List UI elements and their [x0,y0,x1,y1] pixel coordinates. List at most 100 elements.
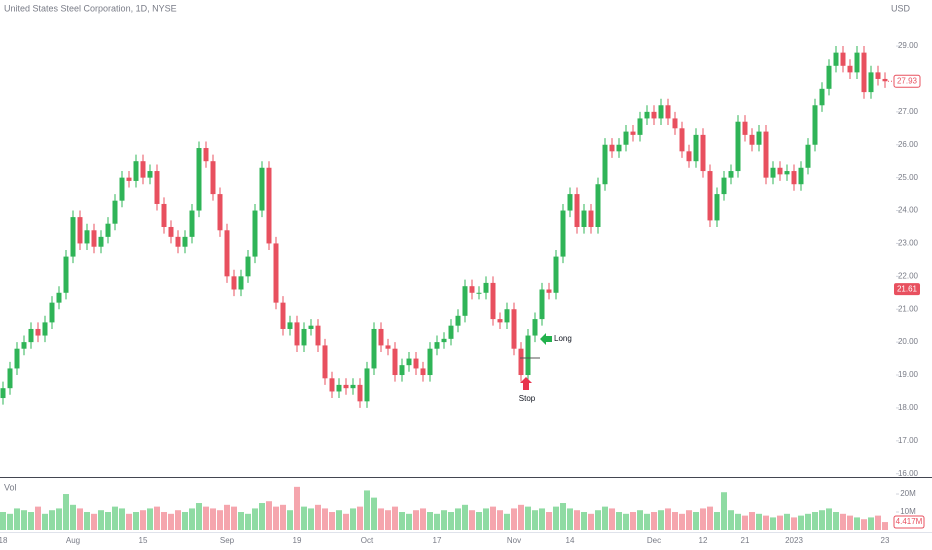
volume-bar [301,506,307,530]
volume-last-box [893,515,925,529]
volume-bar [119,508,125,530]
candle-body [406,358,412,366]
candle-body [49,302,55,323]
price-line-box [894,283,920,296]
candle-body [560,210,566,257]
volume-bar [791,517,797,530]
candle-body [707,171,713,221]
volume-bar [644,513,650,530]
volume-bar [0,512,6,530]
volume-bar [812,512,818,530]
volume-bar [630,512,636,530]
candle-body [630,131,636,135]
volume-bar [168,513,174,530]
candle-body [336,384,342,392]
candle-body [602,144,608,185]
candle-body [413,358,419,369]
x-tick-label: Aug [66,536,80,545]
candle-body [42,322,48,336]
y-tick-label: 24.00 [898,206,919,215]
candle-body [28,328,34,343]
volume-bar [56,508,62,530]
volume-bar [217,510,223,530]
last-price-box [893,74,921,88]
candle-body [777,167,783,175]
candle-body [567,194,573,211]
x-tick-label: 17 [433,536,442,545]
volume-bar [245,513,251,530]
candle-body [588,210,594,227]
volume-bar [686,510,692,530]
volume-bar [518,504,524,530]
volume-bar [203,506,209,530]
volume-bar [133,512,139,530]
candle-body [105,223,111,237]
volume-bar [49,510,55,530]
candle-body [343,384,349,389]
volume-bar [224,504,230,530]
volume-bar [728,510,734,530]
candle-body [231,276,237,290]
candle-body [385,345,391,349]
volume-bar [315,504,321,530]
volume-tick-label: 10M [900,507,916,516]
candle-body [287,322,293,329]
candle-body [399,365,405,376]
currency: USD [891,3,911,13]
volume-bar [77,508,83,530]
candle-body [350,384,356,389]
candle-body [763,131,769,178]
candle-body [504,309,510,323]
candle-body [420,368,426,376]
volume-bar [140,510,146,530]
volume-bar [70,504,76,530]
x-tick-label: 15 [139,536,148,545]
volume-bar [252,508,258,530]
volume-bar [238,512,244,530]
candle-body [791,171,797,185]
candle-body [308,325,314,329]
candle-body [14,348,20,369]
candle-body [133,161,139,181]
volume-bar [504,513,510,530]
price-line-label: 21.61 [897,284,918,293]
candle-body [98,236,104,247]
candle-body [77,217,83,244]
volume-bar [847,515,853,530]
candle-body [469,286,475,293]
candle-body [182,236,188,247]
candle-body [357,384,363,402]
x-tick-label: Sep [220,536,235,545]
candle-body [189,210,195,237]
volume-bar [539,508,545,530]
y-tick-label: 29.00 [898,41,919,50]
candle-body [238,276,244,290]
volume-bar [273,506,279,530]
volume-bar [875,515,881,530]
y-tick-label: 18.00 [898,403,919,412]
volume-bar [91,513,97,530]
candle-body [196,148,202,211]
candle-body [252,210,258,257]
volume-bar [735,513,741,530]
volume-bar [7,513,13,530]
candle-body [532,319,538,336]
volume-bar [28,512,34,530]
volume-bar [161,512,167,530]
candle-body [518,348,524,376]
volume-bar [742,515,748,530]
candle-body [833,52,839,66]
y-tick-label: 17.00 [898,436,919,445]
volume-bar [441,510,447,530]
volume-bar [672,512,678,530]
candle-body [322,345,328,379]
candle-body [154,171,160,204]
volume-bar [777,515,783,530]
volume-bar [378,508,384,530]
volume-bar [14,508,20,530]
candle-body [119,177,125,201]
candle-body [7,368,13,389]
candle-body [245,256,251,277]
candle-body [658,105,664,119]
